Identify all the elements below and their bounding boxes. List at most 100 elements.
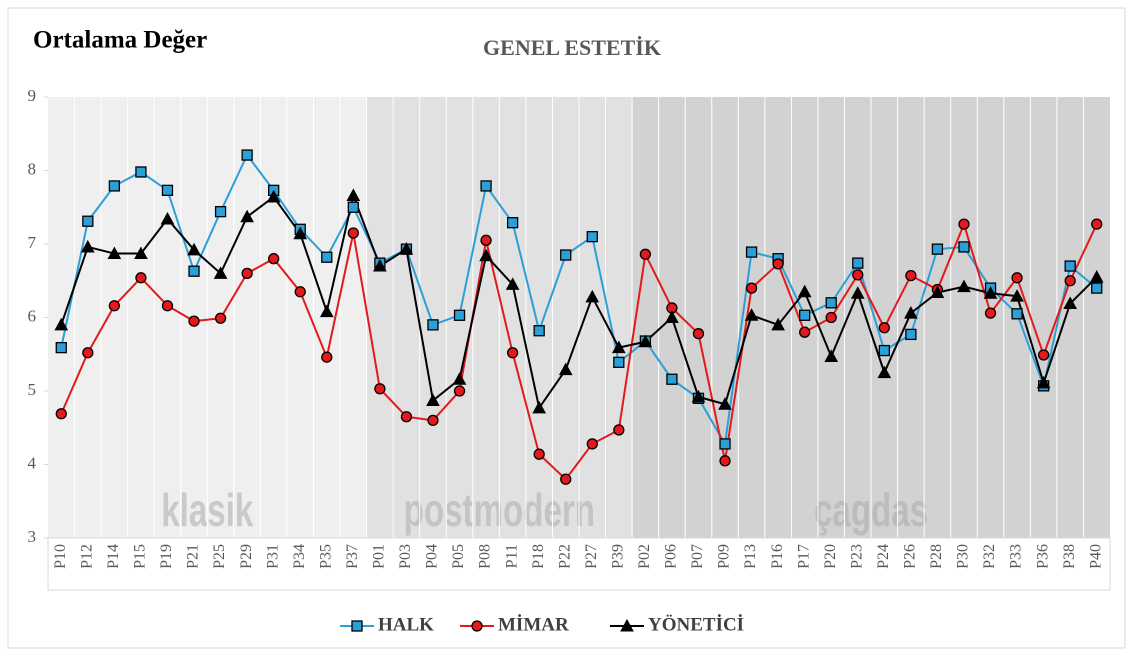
marker xyxy=(241,149,253,161)
marker xyxy=(878,322,890,334)
marker xyxy=(691,389,706,403)
y-tick-label: 4 xyxy=(28,453,37,472)
marker xyxy=(718,397,732,410)
x-tick-label: P10 xyxy=(52,544,69,569)
marker xyxy=(427,414,439,427)
marker xyxy=(905,328,917,341)
marker xyxy=(852,257,864,269)
y-tick-label: 3 xyxy=(28,527,37,546)
marker xyxy=(958,218,970,230)
marker xyxy=(506,347,519,359)
marker xyxy=(505,277,520,290)
marker xyxy=(745,282,758,294)
x-tick-label: P37 xyxy=(344,544,361,569)
marker xyxy=(213,266,228,279)
marker xyxy=(745,246,758,258)
x-tick-label: P14 xyxy=(105,544,122,569)
y-tick-label: 6 xyxy=(28,306,37,325)
x-tick-label: P22 xyxy=(556,544,573,569)
marker xyxy=(1089,270,1104,283)
marker xyxy=(620,618,634,632)
marker xyxy=(1011,308,1023,320)
marker xyxy=(160,211,175,225)
x-tick-label: P17 xyxy=(795,544,812,569)
x-tick-label: P02 xyxy=(636,544,653,569)
x-tick-label: P16 xyxy=(769,544,786,569)
legend-label: YÖNETİCİ xyxy=(648,614,744,635)
marker xyxy=(108,180,121,192)
marker xyxy=(852,269,864,281)
marker xyxy=(374,383,386,395)
marker xyxy=(611,340,626,354)
marker xyxy=(135,166,147,178)
x-tick-label: P40 xyxy=(1087,544,1104,569)
marker xyxy=(294,286,306,298)
legend-label: MİMAR xyxy=(498,614,569,635)
marker xyxy=(692,328,705,340)
x-tick-label: P12 xyxy=(78,544,95,569)
marker xyxy=(613,424,625,436)
x-tick-label: P39 xyxy=(609,544,626,569)
x-tick-label: P27 xyxy=(583,544,600,569)
marker xyxy=(931,243,944,255)
marker xyxy=(347,227,359,239)
marker xyxy=(904,306,918,319)
marker xyxy=(55,341,67,354)
marker xyxy=(824,349,839,362)
marker xyxy=(1011,272,1023,284)
x-tick-label: P04 xyxy=(424,544,441,569)
marker xyxy=(293,226,308,240)
marker xyxy=(452,372,467,385)
marker xyxy=(400,411,413,423)
x-tick-label: P31 xyxy=(264,544,281,569)
x-tick-label: P23 xyxy=(848,544,865,569)
marker xyxy=(453,385,466,397)
marker xyxy=(214,312,227,324)
marker xyxy=(188,315,200,327)
marker xyxy=(1010,289,1024,302)
marker xyxy=(471,620,483,632)
chart-title: GENEL ESTETİK xyxy=(483,35,661,60)
x-tick-label: P38 xyxy=(1061,544,1078,569)
marker xyxy=(586,230,598,243)
marker xyxy=(346,188,361,201)
x-tick-label: P18 xyxy=(530,544,547,569)
x-tick-label: P15 xyxy=(132,544,149,569)
marker xyxy=(347,201,359,213)
marker xyxy=(665,310,679,323)
marker xyxy=(558,362,573,376)
marker xyxy=(719,438,731,450)
x-tick-label: P33 xyxy=(1008,544,1025,569)
marker xyxy=(850,286,865,299)
marker xyxy=(958,241,970,253)
marker xyxy=(161,300,174,312)
marker xyxy=(744,308,759,321)
marker xyxy=(399,242,414,255)
marker xyxy=(373,259,387,272)
marker xyxy=(1064,275,1076,287)
marker xyxy=(878,344,890,357)
marker xyxy=(772,258,784,270)
marker xyxy=(585,289,600,303)
x-tick-label: P25 xyxy=(211,544,228,569)
marker xyxy=(825,297,837,309)
marker xyxy=(719,455,731,467)
marker xyxy=(1063,296,1078,310)
marker xyxy=(319,304,334,318)
marker xyxy=(135,272,147,284)
x-tick-label: P30 xyxy=(955,544,972,569)
y-tick-label: 5 xyxy=(28,380,37,399)
marker xyxy=(161,184,174,196)
x-tick-label: P28 xyxy=(928,544,945,569)
x-tick-label: P29 xyxy=(238,544,255,569)
x-tick-label: P19 xyxy=(158,544,175,569)
marker xyxy=(930,285,945,299)
marker xyxy=(533,448,545,460)
x-tick-label: P01 xyxy=(371,544,388,569)
marker xyxy=(453,309,466,321)
marker xyxy=(214,206,227,218)
x-tick-label: P35 xyxy=(317,544,334,569)
x-tick-label: P36 xyxy=(1034,544,1051,569)
x-tick-label: P05 xyxy=(450,544,467,569)
marker xyxy=(241,267,253,280)
